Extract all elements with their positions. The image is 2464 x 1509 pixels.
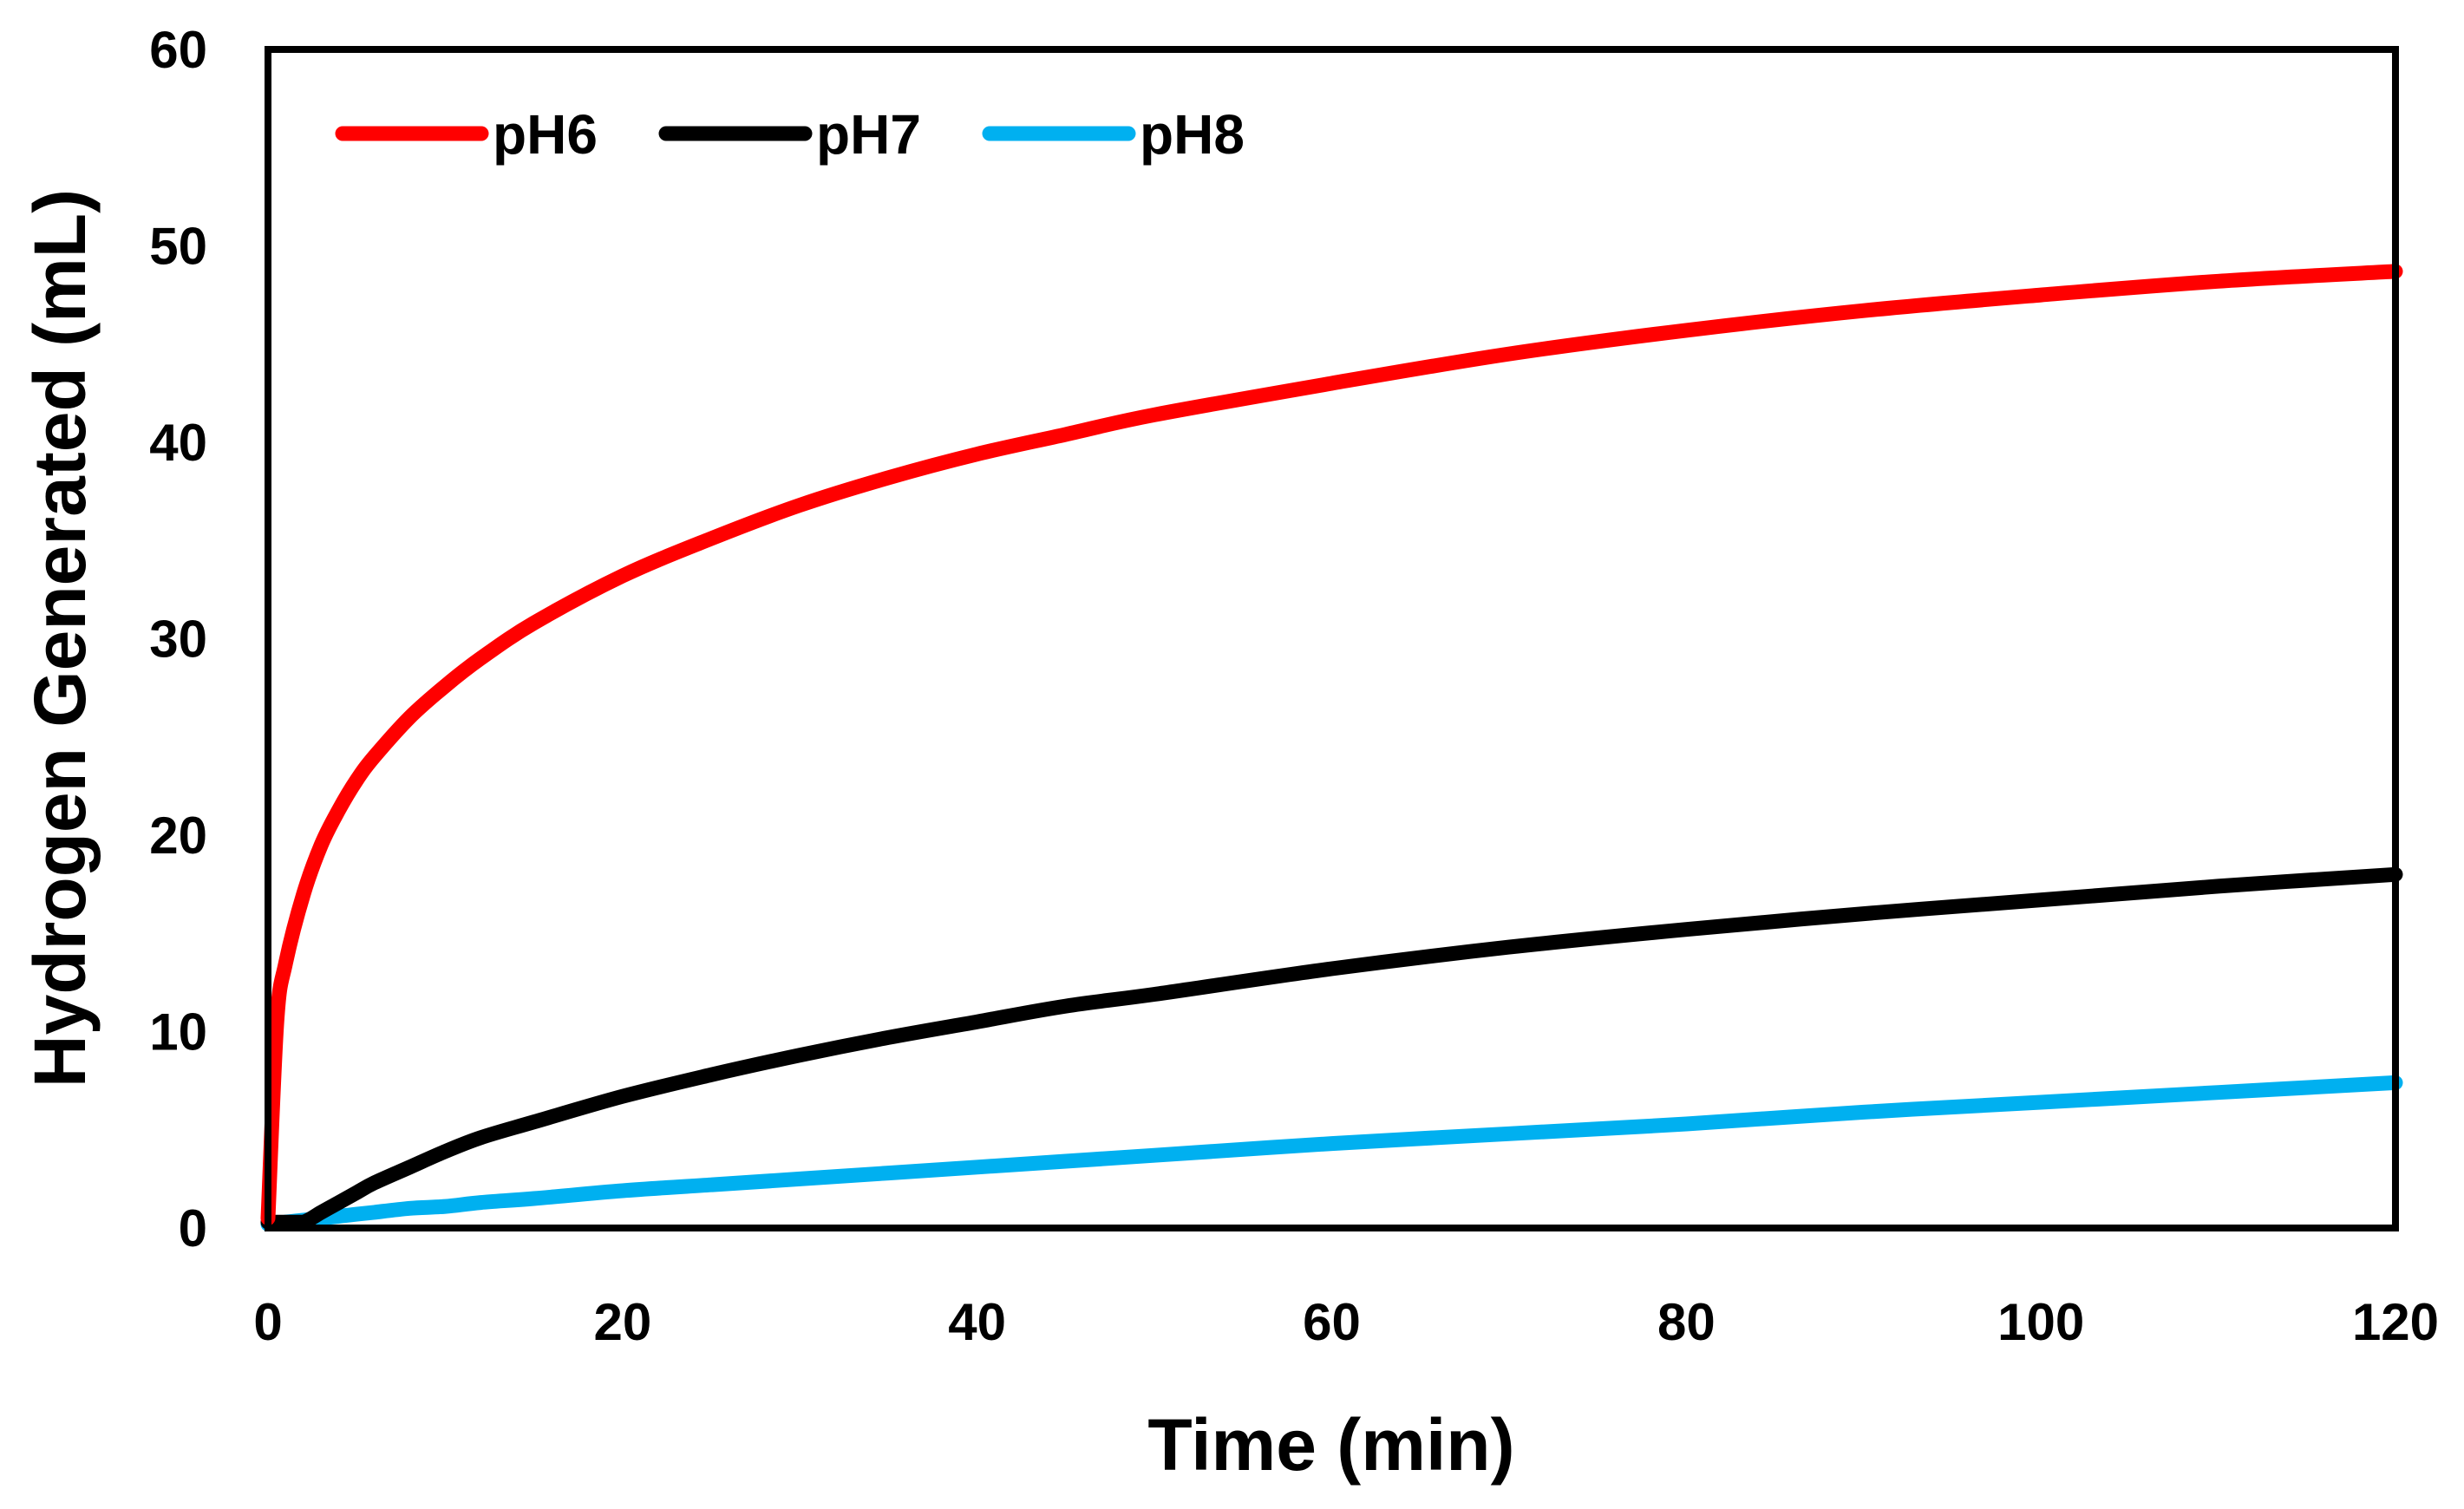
x-axis-title: Time (min) — [1147, 1404, 1514, 1486]
series-layer — [260, 264, 2403, 1231]
y-tick-label: 40 — [149, 414, 207, 472]
y-tick-label: 50 — [149, 218, 207, 276]
y-tick-label: 60 — [149, 21, 207, 79]
x-tick-label: 0 — [253, 1293, 282, 1351]
series-line-ph7 — [260, 866, 2403, 1230]
x-tick-label: 80 — [1657, 1293, 1716, 1351]
y-tick-label: 10 — [149, 1003, 207, 1062]
plot-frame — [265, 46, 2399, 1231]
legend-label-ph8: pH8 — [1140, 103, 1245, 166]
legend: pH6 pH7 pH8 — [335, 103, 1245, 166]
x-tick-label: 100 — [1997, 1293, 2084, 1351]
x-axis-ticks: 0 20 40 60 80 100 120 — [253, 1293, 2439, 1351]
y-tick-label: 30 — [149, 611, 207, 669]
series-line-ph6 — [260, 264, 2403, 1226]
y-axis-ticks: 0 10 20 30 40 50 60 — [149, 21, 207, 1258]
x-tick-label: 120 — [2352, 1293, 2439, 1351]
x-tick-label: 40 — [948, 1293, 1006, 1351]
y-tick-label: 20 — [149, 807, 207, 865]
y-tick-label: 0 — [179, 1199, 207, 1258]
x-tick-label: 60 — [1303, 1293, 1361, 1351]
legend-label-ph6: pH6 — [493, 103, 598, 166]
series-line-ph8 — [260, 1075, 2403, 1231]
x-tick-label: 20 — [593, 1293, 651, 1351]
y-axis-title: Hydrogen Generated (mL) — [19, 189, 101, 1088]
legend-label-ph7: pH7 — [816, 103, 921, 166]
